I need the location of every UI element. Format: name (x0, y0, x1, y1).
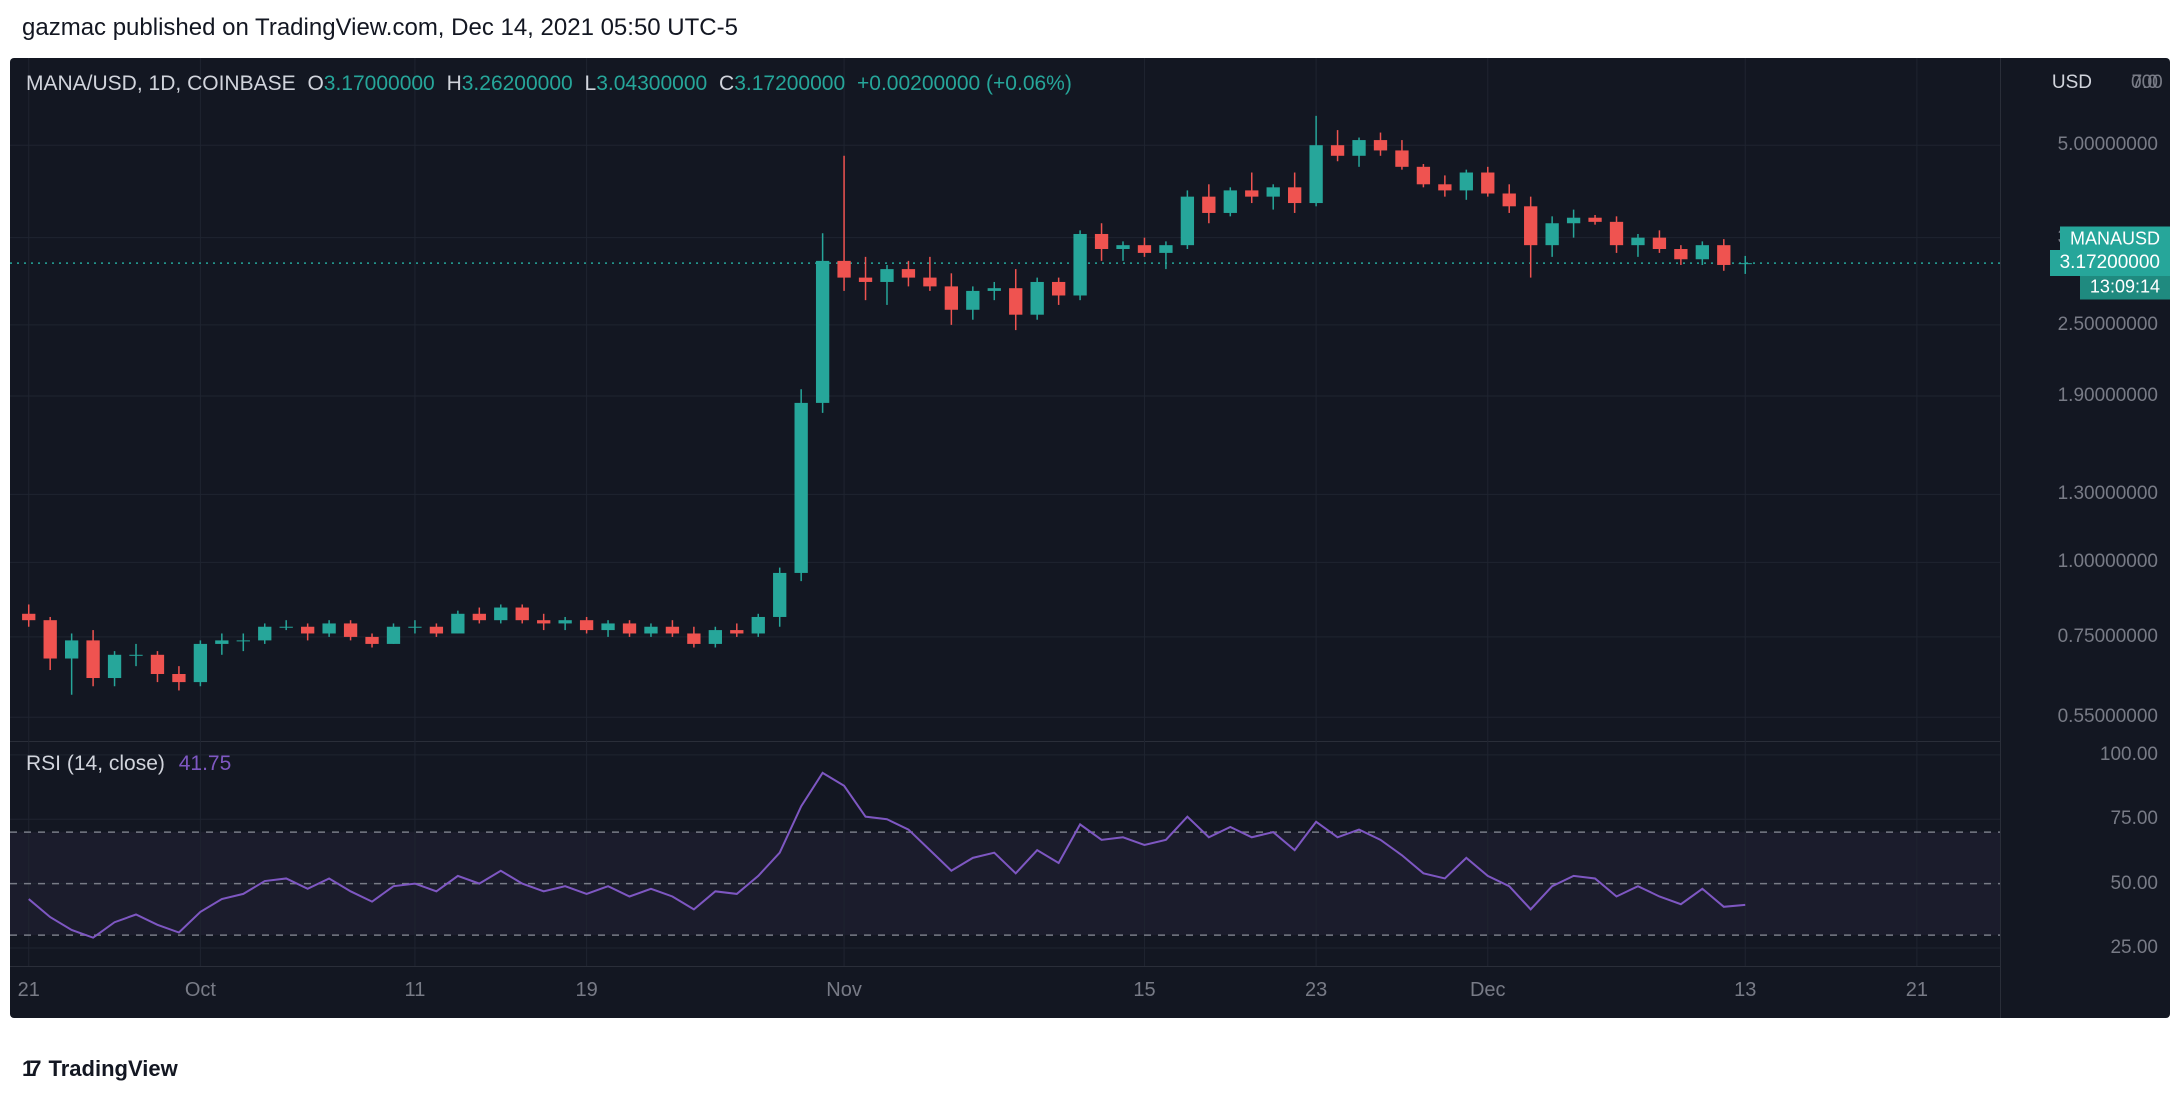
y-tick-label: 5.00000000 (2058, 134, 2158, 156)
footer-brand: 17 TradingView (22, 1056, 178, 1082)
y-tick-label: 1.00000000 (2058, 551, 2158, 573)
rsi-y-tick-label: 100.00 (2100, 744, 2158, 766)
current-price-tag: 3.17200000 (2050, 250, 2170, 276)
x-tick-label: 19 (575, 979, 597, 1002)
legend-h-label: H (447, 72, 462, 95)
legend-o-label: O (307, 72, 323, 95)
rsi-y-tick-label: 50.00 (2110, 873, 2158, 895)
x-tick-label: 23 (1305, 979, 1327, 1002)
rsi-pane[interactable]: RSI (14, close) 41.75 (10, 742, 2000, 966)
legend-low: 3.04300000 (596, 72, 707, 95)
legend-high: 3.26200000 (462, 72, 573, 95)
x-tick-label: 21 (18, 979, 40, 1002)
legend-symbol: MANA/USD (26, 72, 137, 95)
x-tick-label: 15 (1133, 979, 1155, 1002)
rsi-title: RSI (14, close) (26, 752, 165, 775)
tradingview-logo-icon: 17 (22, 1056, 43, 1082)
chart-frame: MANA/USD, 1D, COINBASE O3.17000000 H3.26… (10, 58, 2170, 1018)
rsi-value: 41.75 (179, 752, 232, 775)
x-tick-label: Nov (826, 979, 862, 1002)
y-top-tick-right: 000 (2131, 72, 2163, 94)
legend-timeframe: 1D (149, 72, 176, 95)
attribution-text: gazmac published on TradingView.com, Dec… (22, 14, 738, 42)
y-currency-label: USD (2046, 72, 2098, 94)
rsi-legend: RSI (14, close) 41.75 (26, 752, 231, 776)
legend-l-label: L (585, 72, 597, 95)
y-tick-label: 0.75000000 (2058, 626, 2158, 648)
x-tick-label: 21 (1906, 979, 1928, 1002)
legend-exchange: COINBASE (187, 72, 296, 95)
x-tick-label: Oct (185, 979, 216, 1002)
rsi-y-tick-label: 75.00 (2110, 808, 2158, 830)
price-legend: MANA/USD, 1D, COINBASE O3.17000000 H3.26… (26, 72, 1072, 96)
countdown-tag: 13:09:14 (2080, 275, 2170, 300)
y-tick-label: 1.90000000 (2058, 385, 2158, 407)
y-tick-label: 2.50000000 (2058, 314, 2158, 336)
x-tick-label: 11 (405, 979, 426, 1002)
price-pane[interactable]: MANA/USD, 1D, COINBASE O3.17000000 H3.26… (10, 58, 2000, 742)
footer-brand-text: TradingView (49, 1056, 178, 1082)
x-tick-label: Dec (1470, 979, 1506, 1002)
y-tick-label: 1.30000000 (2058, 483, 2158, 505)
legend-open: 3.17000000 (324, 72, 435, 95)
x-tick-label: 13 (1734, 979, 1756, 1002)
legend-change: +0.00200000 (+0.06%) (857, 72, 1072, 95)
y-tick-label: 0.55000000 (2058, 706, 2158, 728)
y-axis: 7.0 USD 000 5.000000003.500000002.500000… (2000, 58, 2170, 1018)
x-axis: 21 Oct 11 19 Nov 15 23 Dec 13 21 (10, 966, 2000, 1018)
rsi-y-tick-label: 25.00 (2110, 937, 2158, 959)
symbol-tag: MANAUSD (2060, 227, 2170, 252)
legend-c-label: C (719, 72, 734, 95)
legend-close: 3.17200000 (734, 72, 845, 95)
